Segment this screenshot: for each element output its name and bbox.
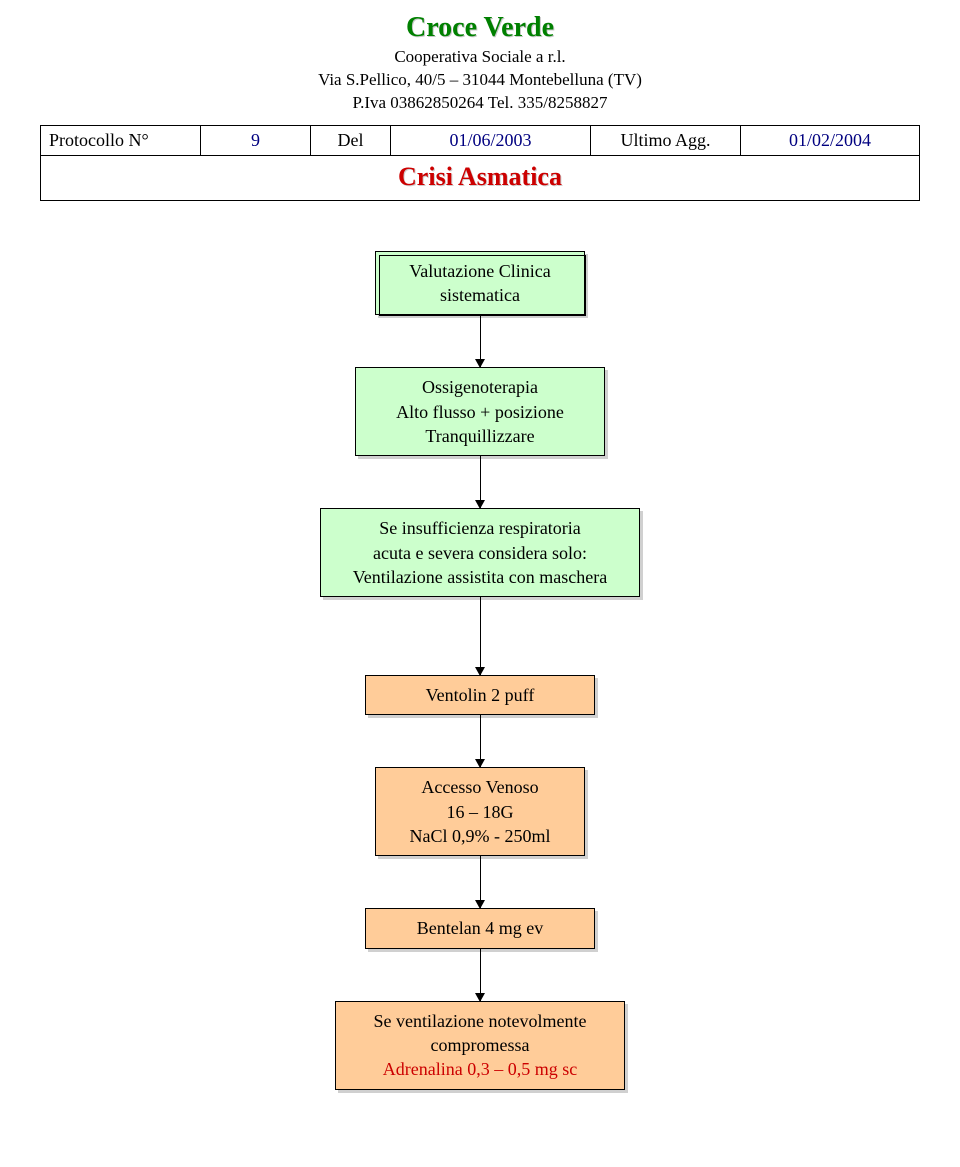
node-insufficienza: Se insufficienza respiratoria acuta e se… bbox=[320, 508, 640, 597]
node-valutazione: Valutazione Clinica sistematica bbox=[375, 251, 585, 316]
arrow-head-icon bbox=[475, 900, 485, 909]
node-line: Se ventilazione notevolmente bbox=[352, 1009, 608, 1033]
arrow-head-icon bbox=[475, 667, 485, 676]
flow-arrow bbox=[479, 715, 481, 767]
node-line: compromessa bbox=[352, 1033, 608, 1057]
node-ossigenoterapia: Ossigenoterapia Alto flusso + posizione … bbox=[355, 367, 605, 456]
node-line: Se insufficienza respiratoria bbox=[337, 516, 623, 540]
flow-arrow bbox=[479, 597, 481, 675]
protocol-agg-label: Ultimo Agg. bbox=[591, 125, 741, 155]
node-adrenalina: Se ventilazione notevolmente compromessa… bbox=[335, 1001, 625, 1090]
node-line: Alto flusso + posizione bbox=[372, 400, 588, 424]
document-header: Croce Verde Cooperativa Sociale a r.l. V… bbox=[40, 12, 920, 115]
protocol-del-label: Del bbox=[311, 125, 391, 155]
node-line-emphasis: Adrenalina 0,3 – 0,5 mg sc bbox=[352, 1057, 608, 1081]
node-line: Tranquillizzare bbox=[372, 424, 588, 448]
node-line: 16 – 18G bbox=[392, 800, 568, 824]
org-name: Croce Verde bbox=[40, 12, 920, 44]
protocol-number: 9 bbox=[201, 125, 311, 155]
arrow-head-icon bbox=[475, 500, 485, 509]
protocol-row: Protocollo N° 9 Del 01/06/2003 Ultimo Ag… bbox=[41, 125, 920, 155]
arrow-head-icon bbox=[475, 993, 485, 1002]
arrow-line bbox=[480, 597, 481, 675]
node-line: NaCl 0,9% - 250ml bbox=[392, 824, 568, 848]
flow-arrow bbox=[479, 456, 481, 508]
header-line-3: P.Iva 03862850264 Tel. 335/8258827 bbox=[40, 92, 920, 115]
title-cell: Crisi Asmatica bbox=[41, 155, 920, 200]
node-line: Ossigenoterapia bbox=[372, 375, 588, 399]
node-line: Ventolin 2 puff bbox=[382, 683, 578, 707]
node-line: Ventilazione assistita con maschera bbox=[337, 565, 623, 589]
node-line: sistematica bbox=[392, 283, 568, 307]
arrow-head-icon bbox=[475, 359, 485, 368]
flow-arrow bbox=[479, 315, 481, 367]
node-line: Accesso Venoso bbox=[392, 775, 568, 799]
node-ventolin: Ventolin 2 puff bbox=[365, 675, 595, 715]
header-line-2: Via S.Pellico, 40/5 – 31044 Montebelluna… bbox=[40, 69, 920, 92]
protocol-agg-date: 01/02/2004 bbox=[741, 125, 920, 155]
protocol-table: Protocollo N° 9 Del 01/06/2003 Ultimo Ag… bbox=[40, 125, 920, 201]
node-line: Bentelan 4 mg ev bbox=[382, 916, 578, 940]
node-accesso-venoso: Accesso Venoso 16 – 18G NaCl 0,9% - 250m… bbox=[375, 767, 585, 856]
flowchart: Valutazione Clinica sistematica Ossigeno… bbox=[40, 251, 920, 1090]
protocol-date: 01/06/2003 bbox=[391, 125, 591, 155]
header-line-1: Cooperativa Sociale a r.l. bbox=[40, 46, 920, 69]
document-title: Crisi Asmatica bbox=[398, 162, 562, 191]
node-line: acuta e severa considera solo: bbox=[337, 541, 623, 565]
flow-arrow bbox=[479, 856, 481, 908]
arrow-head-icon bbox=[475, 759, 485, 768]
title-row: Crisi Asmatica bbox=[41, 155, 920, 200]
flow-arrow bbox=[479, 949, 481, 1001]
protocol-label: Protocollo N° bbox=[41, 125, 201, 155]
node-bentelan: Bentelan 4 mg ev bbox=[365, 908, 595, 948]
node-line: Valutazione Clinica bbox=[392, 259, 568, 283]
